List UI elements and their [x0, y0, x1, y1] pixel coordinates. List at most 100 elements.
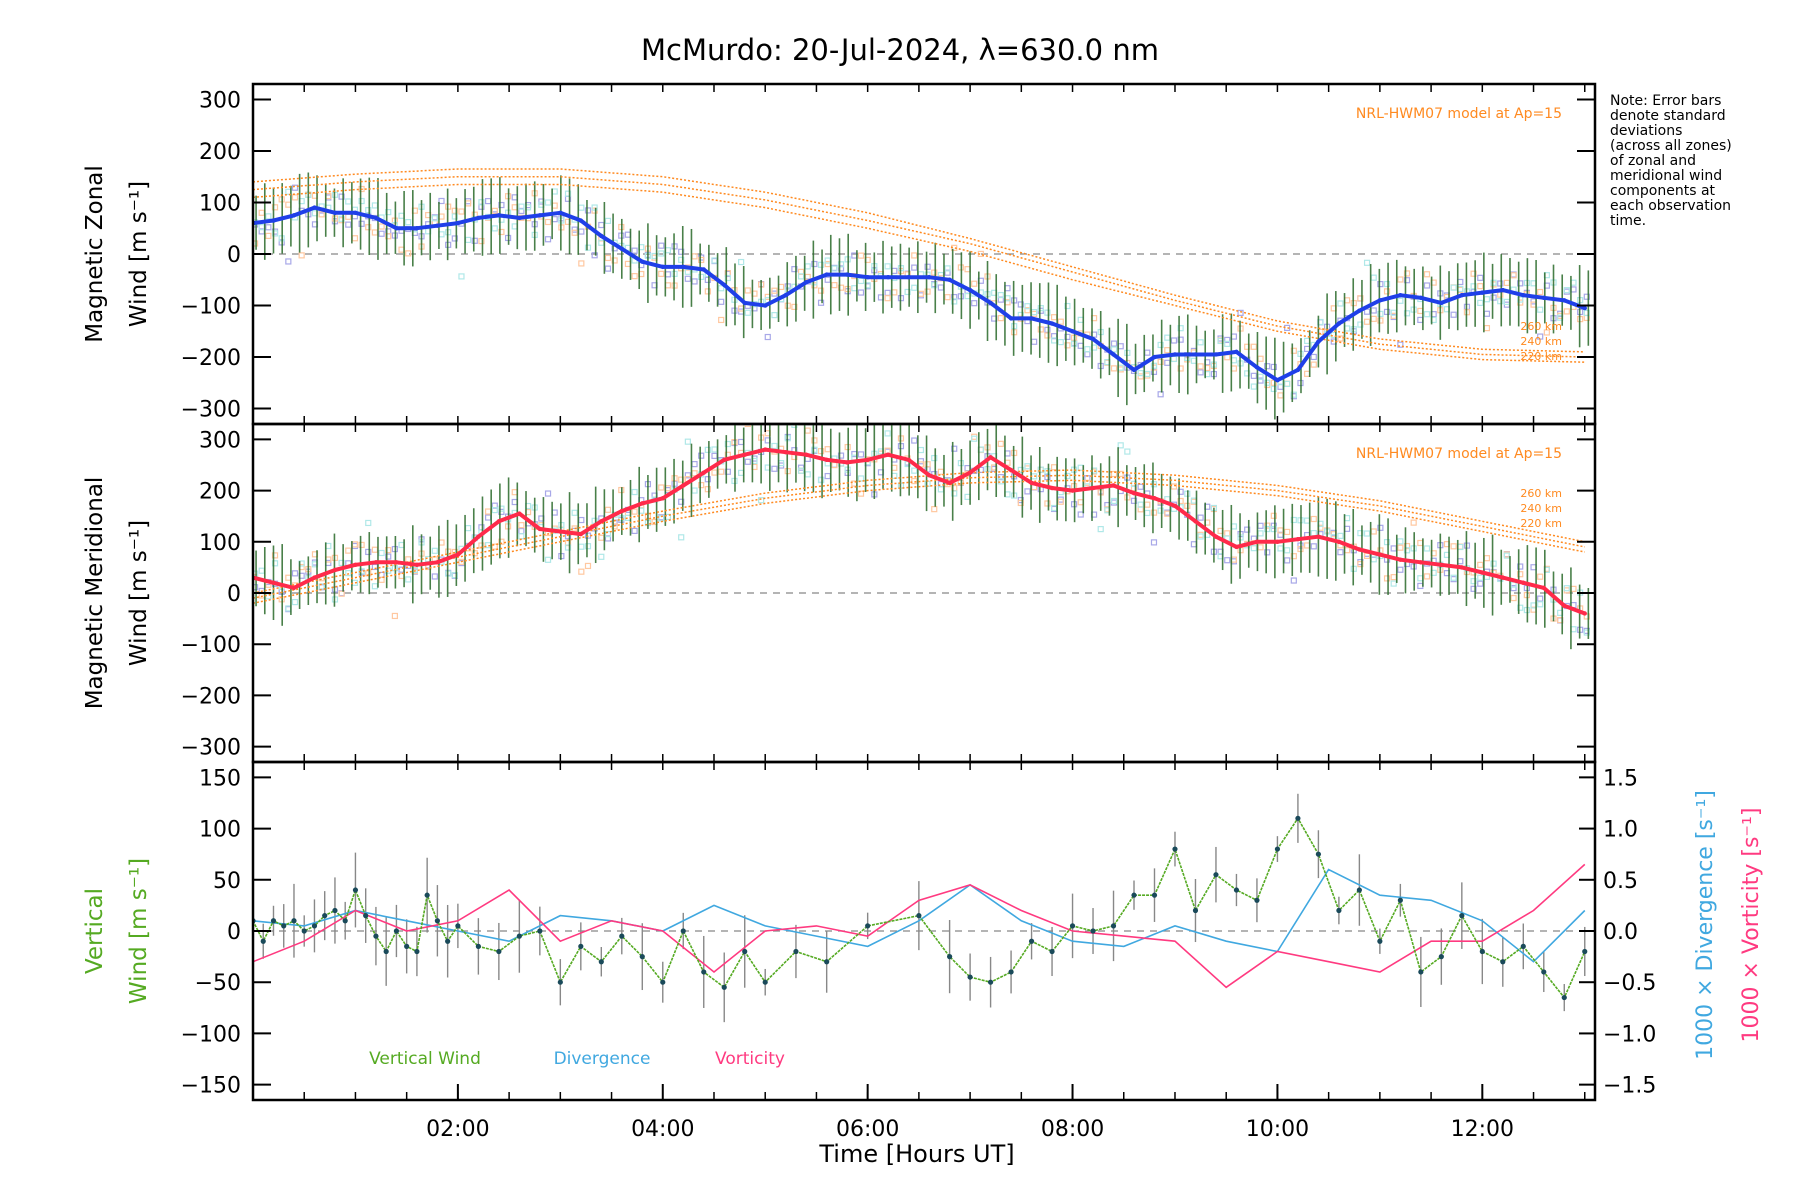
zone-sample [911, 467, 918, 474]
zone-sample [371, 202, 379, 209]
zone-sample [1270, 512, 1277, 519]
zone-sample [1177, 336, 1184, 343]
zone-sample [1477, 274, 1484, 281]
meridional-wind-point [681, 483, 686, 488]
zone-sample [1244, 526, 1251, 533]
zone-sample [498, 201, 505, 209]
vertical-wind-point [445, 938, 451, 944]
zonal-wind-point [496, 213, 502, 218]
zone-sample [1110, 340, 1118, 347]
meridional-wind-point [1131, 490, 1137, 496]
zonal-wind-point [455, 220, 461, 226]
zone-sample [664, 485, 671, 492]
zonal-wind-point [640, 259, 645, 264]
meridional-wind-point [640, 501, 645, 506]
zonal-wind-point [906, 274, 911, 280]
meridional-wind-point [906, 457, 911, 463]
zone-sample [1304, 345, 1311, 353]
meridional-wind-point [1295, 537, 1301, 542]
zone-sample [1044, 468, 1051, 475]
zone-sample [1224, 557, 1231, 564]
zone-sample [398, 246, 405, 253]
zone-sample [1543, 329, 1550, 336]
zone-sample [1383, 288, 1391, 295]
meridional-wind-point [619, 508, 624, 514]
zone-sample [1057, 498, 1064, 505]
panel-meridional: NRL-HWM07 model at Ap=15 260 km 240 km 220 … [82, 422, 1597, 764]
zone-sample [1224, 336, 1231, 344]
zone-sample [1304, 517, 1311, 524]
vertical-wind-point [916, 913, 922, 919]
zone-sample [1031, 310, 1038, 318]
zone-sample [604, 217, 612, 224]
meridional-wind-point [824, 457, 829, 463]
zonal-wind-point [537, 213, 543, 218]
y-tick-label: 100 [199, 191, 241, 216]
zone-sample [1084, 479, 1091, 486]
zone-sample [1064, 333, 1071, 340]
zone-sample [325, 542, 332, 550]
panel-zonal: NRL-HWM07 model at Ap=15 260 km 240 km 220 … [82, 82, 1597, 426]
zone-sample [1270, 385, 1277, 393]
zone-sample [604, 265, 612, 272]
vertical-wind-point [987, 979, 994, 985]
zone-sample [431, 215, 438, 222]
meridional-wind-point [722, 457, 727, 463]
zone-sample [564, 544, 572, 551]
meridional-wind-point [332, 567, 338, 573]
zone-sample [258, 567, 265, 574]
zone-sample [1170, 483, 1178, 490]
zone-sample [1044, 309, 1051, 316]
vertical-wind-point [1008, 969, 1014, 975]
zone-sample [691, 461, 698, 468]
zone-sample [624, 260, 632, 268]
zone-sample [465, 236, 472, 244]
zone-sample [1457, 558, 1464, 565]
zone-sample [1510, 594, 1517, 602]
zone-sample [511, 498, 518, 506]
zone-sample [1457, 278, 1464, 286]
zone-sample [797, 273, 805, 280]
zone-sample [691, 487, 698, 494]
zone-sample [291, 194, 299, 201]
vertical-wind-point [516, 933, 522, 939]
zone-sample [365, 548, 372, 556]
zone-sample [831, 265, 838, 272]
zone-sample [451, 207, 458, 214]
zone-sample [744, 287, 751, 294]
zone-sample [964, 465, 971, 472]
zone-sample [1537, 306, 1544, 313]
zone-sample [571, 509, 578, 516]
zone-sample [704, 476, 711, 483]
zone-sample [1377, 280, 1384, 288]
zone-sample [584, 207, 592, 214]
zone-sample [1530, 301, 1537, 308]
vertical-wind-point [434, 918, 440, 924]
zone-sample [924, 461, 931, 468]
zone-sample [1077, 511, 1084, 518]
zone-sample [604, 506, 612, 513]
zone-sample [1137, 373, 1144, 380]
zone-sample [378, 576, 385, 583]
zone-sample [365, 519, 372, 527]
zonal-wind-point [967, 287, 973, 293]
zonal-wind-point [1562, 298, 1567, 303]
meridional-wind-point [599, 519, 604, 524]
vertical-wind-point [1172, 846, 1178, 852]
zonal-wind-point [619, 246, 624, 252]
zone-sample [285, 258, 292, 265]
zone-sample [1077, 499, 1084, 506]
zonal-wind-point [742, 300, 747, 306]
zonal-wind-point [803, 280, 809, 285]
zone-sample [1224, 530, 1231, 537]
meridional-wind-point [537, 526, 543, 532]
zone-sample [1284, 557, 1291, 564]
zone-sample [518, 207, 525, 215]
zone-sample [1164, 347, 1171, 354]
meridional-wind-point [1234, 544, 1239, 550]
zonal-wind-point [373, 215, 379, 221]
vertical-wind-point [1090, 928, 1096, 934]
zone-sample [1110, 470, 1118, 478]
x-tick-label: 12:00 [1451, 1117, 1514, 1142]
y-tick-label: −300 [181, 736, 241, 761]
